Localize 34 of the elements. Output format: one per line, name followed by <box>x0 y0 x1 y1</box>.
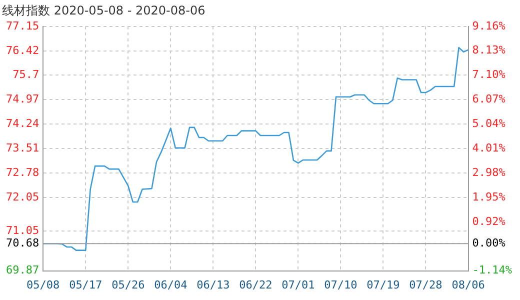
y-tick-label: 73.51 <box>6 141 40 154</box>
x-tick-label: 06/22 <box>239 278 272 292</box>
x-tick-label: 05/26 <box>112 278 145 292</box>
y2-tick-label: 1.95% <box>472 190 506 204</box>
y-tick-label: 72.78 <box>6 166 40 179</box>
x-tick-label: 05/17 <box>69 278 102 292</box>
y-tick-label: 74.97 <box>6 92 40 106</box>
x-tick-label: 07/10 <box>324 278 358 292</box>
y2-tick-label: 2.98% <box>472 166 506 179</box>
y2-tick-label: 5.04% <box>472 117 506 130</box>
y2-tick-label: -1.14% <box>472 264 512 277</box>
x-tick-label: 06/04 <box>154 278 188 292</box>
y2-tick-label: 7.10% <box>472 68 506 82</box>
x-tick-label: 07/01 <box>282 278 315 292</box>
y-tick-label: 77.15 <box>6 19 40 32</box>
y2-tick-label: 8.13% <box>472 44 506 57</box>
y-tick-label: 72.05 <box>6 190 40 204</box>
x-tick-label: 05/08 <box>26 278 60 292</box>
y2-tick-label: 4.01% <box>472 141 506 154</box>
y-tick-label: 70.68 <box>6 236 40 250</box>
y2-tick-label: 0.00% <box>472 236 506 250</box>
y2-tick-label: 6.07% <box>472 92 506 106</box>
y-tick-label: 74.24 <box>6 116 40 130</box>
y-tick-label: 71.05 <box>6 224 40 238</box>
x-tick-label: 07/28 <box>409 278 442 292</box>
x-tick-label: 06/13 <box>196 278 230 292</box>
x-tick-label: 08/06 <box>452 278 485 292</box>
y2-tick-label: 9.16% <box>472 19 506 32</box>
y-tick-label: 75.7 <box>12 68 40 81</box>
y-tick-label: 69.87 <box>6 264 40 277</box>
chart-title: 线材指数 2020-05-08 - 2020-08-06 <box>2 3 206 18</box>
y2-tick-label: 0.92% <box>472 214 506 228</box>
y-tick-label: 76.42 <box>6 44 40 57</box>
x-tick-label: 07/19 <box>366 278 400 292</box>
